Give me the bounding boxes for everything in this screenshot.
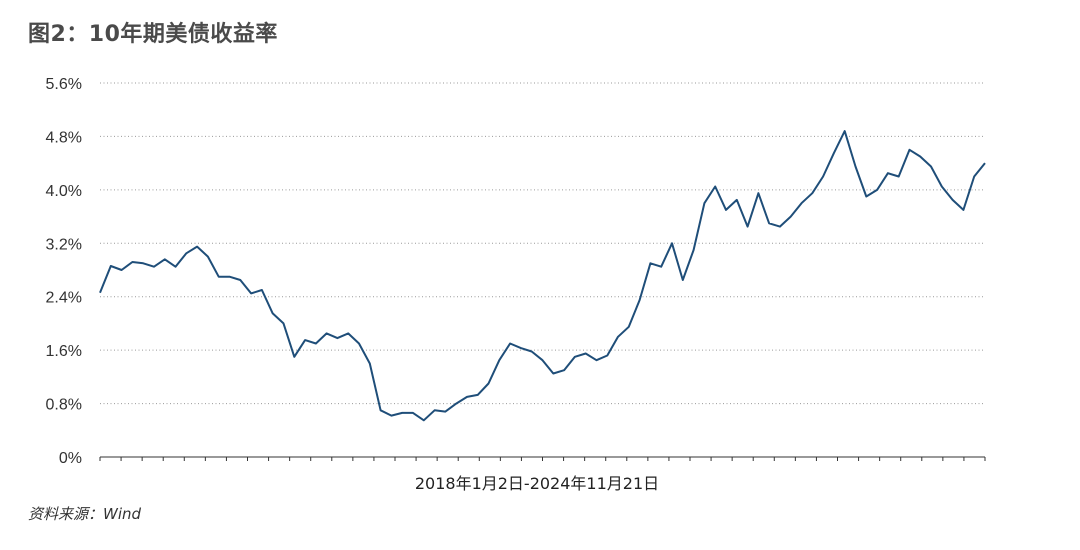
y-tick-label: 2.4% (46, 290, 82, 307)
y-tick-label: 0% (59, 450, 82, 467)
y-tick-label: 3.2% (46, 236, 82, 253)
source-note: 资料来源：Wind (28, 505, 142, 523)
series-line (99, 130, 986, 422)
x-axis-ticks (99, 457, 986, 461)
y-tick-label: 4.8% (46, 129, 82, 146)
y-tick-label: 0.8% (46, 397, 82, 414)
y-tick-label: 4.0% (46, 183, 82, 200)
y-gridlines (100, 82, 985, 405)
y-tick-label: 1.6% (46, 343, 82, 360)
x-axis-label: 2018年1月2日-2024年11月21日 (415, 474, 659, 493)
y-tick-label: 5.6% (46, 76, 82, 93)
chart-title: 图2：10年期美债收益率 (28, 22, 278, 47)
y-axis: 0% 0.8% 1.6% 2.4% 3.2% 4.0% 4.8% 5.6% (46, 76, 82, 467)
